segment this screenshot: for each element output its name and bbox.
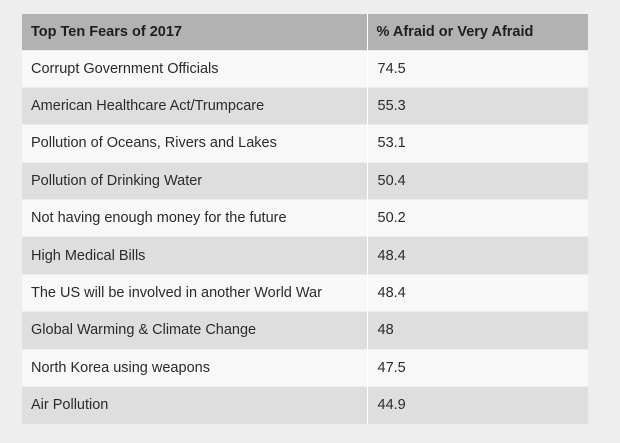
fear-cell: High Medical Bills — [22, 236, 367, 275]
table-row: Air Pollution 44.9 — [22, 386, 588, 424]
fear-cell: The US will be involved in another World… — [22, 273, 367, 312]
fear-cell: American Healthcare Act/Trumpcare — [22, 86, 367, 125]
percent-cell: 53.1 — [366, 124, 588, 163]
table-row: Pollution of Drinking Water 50.4 — [22, 161, 588, 200]
table-row: American Healthcare Act/Trumpcare 55.3 — [22, 86, 588, 125]
percent-cell: 55.3 — [366, 86, 588, 125]
table-row: High Medical Bills 48.4 — [22, 236, 588, 275]
percent-cell: 48.4 — [366, 236, 588, 275]
fear-cell: Global Warming & Climate Change — [22, 311, 367, 350]
fear-cell: Corrupt Government Officials — [22, 49, 367, 88]
column-header-percent: % Afraid or Very Afraid — [366, 14, 588, 50]
fear-cell: Air Pollution — [22, 386, 367, 424]
fear-cell: Pollution of Oceans, Rivers and Lakes — [22, 124, 367, 163]
table-header-row: Top Ten Fears of 2017 % Afraid or Very A… — [22, 14, 588, 50]
table-row: Not having enough money for the future 5… — [22, 199, 588, 237]
fear-cell: North Korea using weapons — [22, 348, 367, 387]
fear-cell: Not having enough money for the future — [22, 199, 367, 237]
fears-table: Top Ten Fears of 2017 % Afraid or Very A… — [22, 14, 588, 424]
percent-cell: 48.4 — [366, 273, 588, 312]
percent-cell: 44.9 — [366, 386, 588, 424]
percent-cell: 74.5 — [366, 49, 588, 88]
column-header-fear: Top Ten Fears of 2017 — [22, 14, 367, 50]
fear-cell: Pollution of Drinking Water — [22, 161, 367, 200]
percent-cell: 50.4 — [366, 161, 588, 200]
table-row: Pollution of Oceans, Rivers and Lakes 53… — [22, 124, 588, 163]
table-row: Global Warming & Climate Change 48 — [22, 311, 588, 350]
table-row: The US will be involved in another World… — [22, 273, 588, 312]
percent-cell: 48 — [366, 311, 588, 350]
percent-cell: 47.5 — [366, 348, 588, 387]
table-row: Corrupt Government Officials 74.5 — [22, 49, 588, 88]
percent-cell: 50.2 — [366, 199, 588, 237]
table-row: North Korea using weapons 47.5 — [22, 348, 588, 387]
